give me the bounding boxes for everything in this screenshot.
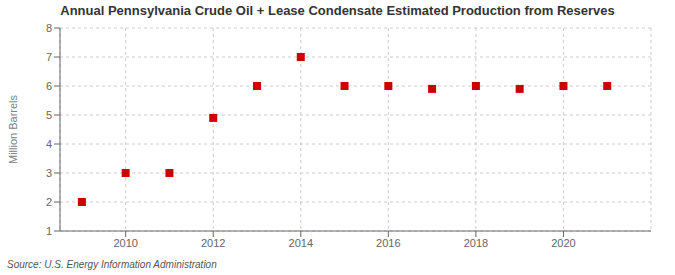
svg-text:Million Barrels: Million Barrels (8, 94, 19, 164)
svg-text:4: 4 (46, 138, 52, 150)
svg-text:1: 1 (46, 225, 52, 237)
svg-text:3: 3 (46, 167, 52, 179)
html-text:Annual Pennsylvania Crude Oil: Annual Pennsylvania Crude Oil + Lease Co… (60, 3, 615, 18)
svg-text:7: 7 (46, 51, 52, 63)
svg-text:2010: 2010 (113, 237, 137, 249)
svg-text:5: 5 (46, 109, 52, 121)
svg-text:2020: 2020 (551, 237, 575, 249)
svg-text:2016: 2016 (376, 237, 400, 249)
svg-text:2: 2 (46, 196, 52, 208)
svg-text:2018: 2018 (464, 237, 488, 249)
svg-text:8: 8 (46, 22, 52, 34)
svg-text:2012: 2012 (201, 237, 225, 249)
svg-text:2014: 2014 (289, 237, 313, 249)
svg-text:6: 6 (46, 80, 52, 92)
html-text:Source: U.S. Energy Informatio: Source: U.S. Energy Information Administ… (7, 259, 217, 270)
